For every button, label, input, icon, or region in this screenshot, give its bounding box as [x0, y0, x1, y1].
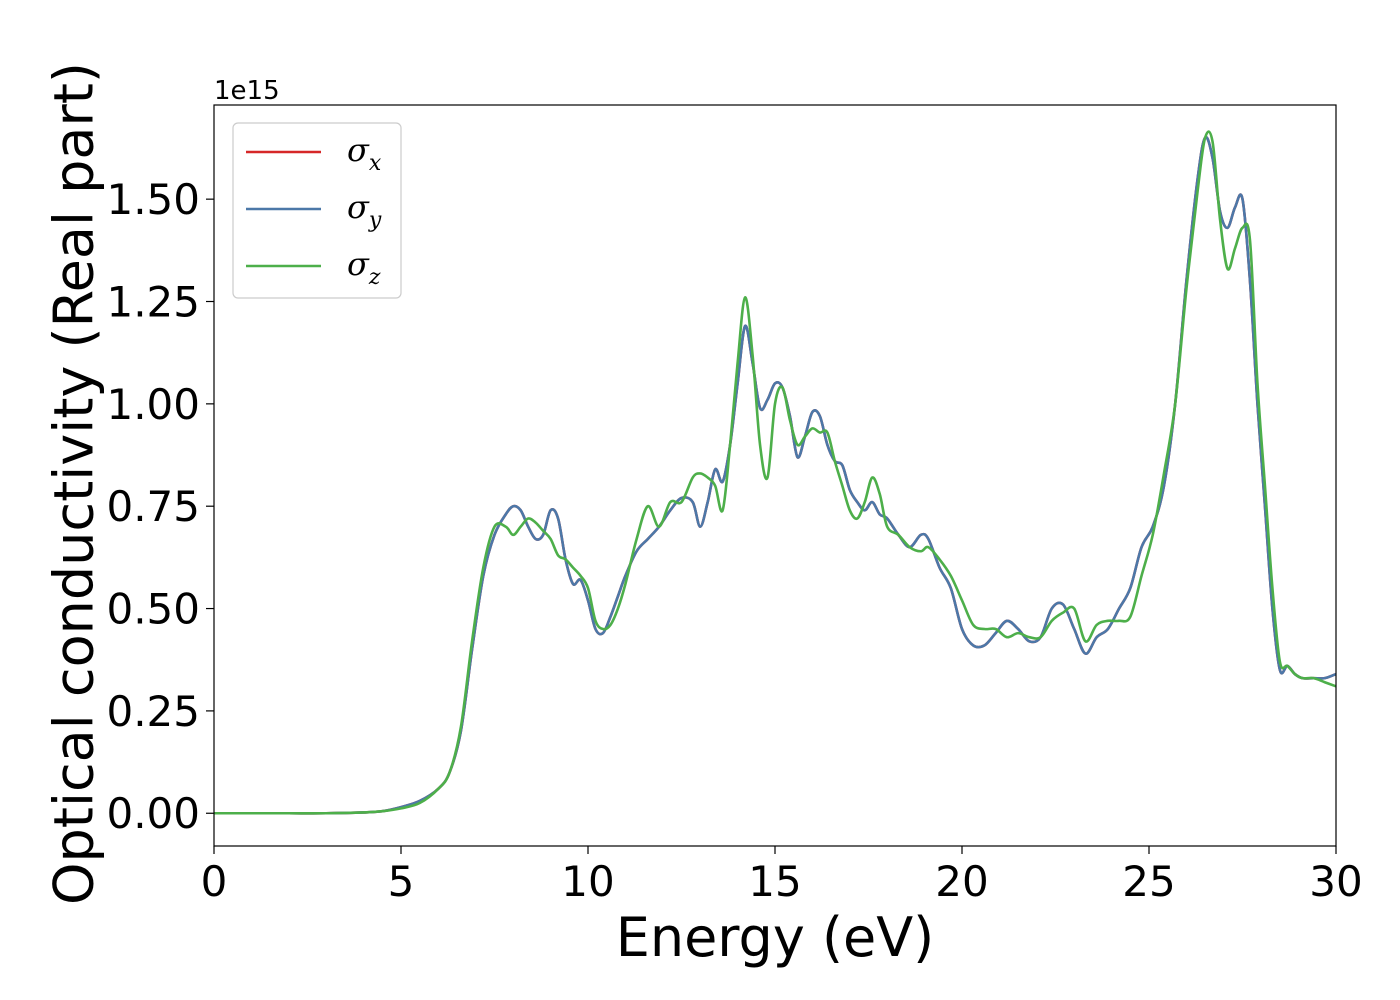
y-tick-label: 1.50 [106, 175, 200, 224]
x-axis: 0 5 10 15 20 25 30 [201, 846, 1363, 906]
y-tick-label: 0.25 [106, 687, 200, 736]
series-layer [214, 130, 1336, 815]
x-tick-label: 15 [748, 857, 801, 906]
x-tick-label: 25 [1122, 857, 1175, 906]
x-tick-label: 20 [935, 857, 988, 906]
x-axis-title: Energy (eV) [616, 906, 935, 969]
y-axis-title: Optical conductivity (Real part) [43, 62, 106, 905]
legend-label-x: σx [347, 131, 382, 176]
x-tick-label: 0 [201, 857, 228, 906]
series-line-y [214, 135, 1336, 815]
y-axis: 0.00 0.25 0.50 0.75 1.00 1.25 1.50 [106, 175, 214, 838]
series-line-z [214, 130, 1336, 815]
y-offset-label: 1e15 [214, 76, 280, 106]
y-tick-label: 1.00 [106, 380, 200, 429]
legend: σx σy σz [232, 122, 402, 299]
y-tick-label: 1.25 [106, 278, 200, 327]
x-tick-label: 5 [388, 857, 415, 906]
legend-box [232, 122, 402, 299]
x-tick-label: 30 [1309, 857, 1362, 906]
y-tick-label: 0.50 [106, 585, 200, 634]
legend-label-y: σy [347, 188, 382, 233]
x-tick-label: 10 [561, 857, 614, 906]
legend-label-z: σz [347, 245, 381, 290]
y-tick-label: 0.00 [106, 789, 200, 838]
y-tick-label: 0.75 [106, 482, 200, 531]
